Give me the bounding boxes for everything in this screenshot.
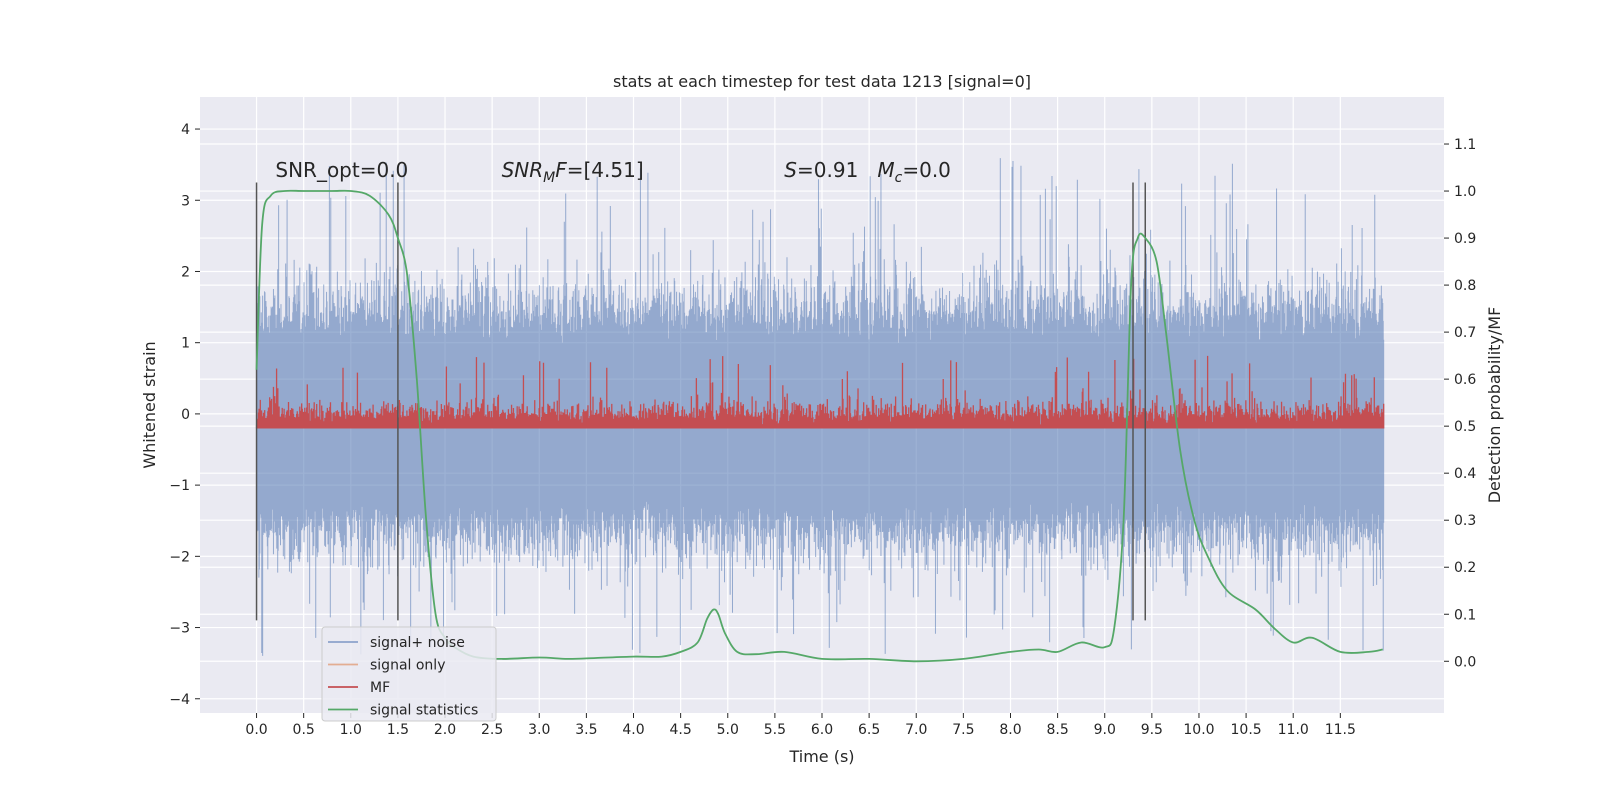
x-tick-label: 1.0 [340,722,362,738]
x-tick-label: 11.5 [1325,722,1356,738]
annotations: SNR_opt=0.0 SNRMF=[4.51] S=0.91 Mc=0.0 [275,158,951,186]
annotation-part: M [543,170,555,186]
y2-tick-label: 0.5 [1454,419,1476,435]
x-tick-label: 5.0 [717,722,739,738]
y-axis-ticks: −4 −3 −2 −1 0 1 2 3 4 [169,122,200,708]
annotation-part: =0.91 [797,158,877,182]
x-tick-label: 10.0 [1183,722,1214,738]
annotation-text: S=0.91 Mc=0.0 [784,158,951,186]
x-tick-label: 5.5 [764,722,786,738]
legend-label: signal statistics [370,703,478,719]
annotation-text: SNR_opt=0.0 [275,158,408,182]
y2-tick-label: 0.8 [1454,278,1476,294]
x-tick-label: 4.5 [670,722,692,738]
x-axis-ticks: 0.0 0.5 1.0 1.5 2.0 2.5 3.0 3.5 4.0 4.5 5.0 5.5 6.0 6… [245,713,1356,738]
y-tick-label: −4 [169,692,190,708]
series-signal-statistics [255,189,1383,663]
annotation-part: M [877,158,894,182]
y2-tick-label: 0.0 [1454,654,1476,670]
y2-tick-label: 0.3 [1454,513,1476,529]
y-tick-label: 1 [181,336,190,352]
x-tick-label: 2.5 [481,722,503,738]
x-tick-label: 3.0 [528,722,550,738]
x-tick-label: 6.0 [811,722,833,738]
annotation-part: =[4.51] [567,158,644,182]
y2-tick-label: 0.2 [1454,560,1476,576]
y-tick-label: 2 [181,264,190,280]
x-tick-label: 10.5 [1231,722,1262,738]
x-tick-label: 4.0 [622,722,644,738]
y-axis-label: Whitened strain [140,341,159,468]
y-tick-label: 4 [181,122,190,138]
y2-tick-label: 0.6 [1454,372,1476,388]
y2-tick-label: 0.7 [1454,325,1476,341]
legend-label: MF [370,680,390,696]
annotation-part: S [784,158,797,182]
x-tick-label: 0.5 [293,722,315,738]
annotation-part: F [555,158,567,182]
x-tick-label: 7.0 [905,722,927,738]
x-tick-label: 9.5 [1141,722,1163,738]
legend-label: signal only [370,658,445,674]
x-tick-label: 1.5 [387,722,409,738]
legend-items: signal+ noise signal only MF signal statist… [328,635,478,719]
y2-tick-label: 0.9 [1454,231,1476,247]
signal-statistics-line [255,189,1383,663]
y-tick-label: −3 [169,621,190,637]
x-tick-label: 6.5 [858,722,880,738]
x-tick-label: 3.5 [575,722,597,738]
legend-box [321,626,497,722]
x-tick-label: 11.0 [1278,722,1309,738]
x-tick-label: 8.5 [1046,722,1068,738]
y2-tick-label: 0.1 [1454,607,1476,623]
x-tick-label: 2.0 [434,722,456,738]
y2-tick-label: 1.1 [1454,137,1476,153]
legend: signal+ noise signal only MF signal statist… [321,626,497,722]
chart-title: stats at each timestep for test data 121… [613,72,1031,91]
legend-label: signal+ noise [370,635,465,651]
y2-axis-ticks: 0.0 0.1 0.2 0.3 0.4 0.5 0.6 0.7 0.8 0.9 1.0 1.1 [1444,137,1476,670]
x-tick-label: 8.0 [999,722,1021,738]
annotation-part: =0.0 [902,158,951,182]
x-tick-label: 0.0 [245,722,267,738]
y-tick-label: −1 [169,478,190,494]
y-tick-label: 3 [181,193,190,209]
y2-axis-label: Detection probability/MF [1485,307,1504,504]
x-tick-label: 9.0 [1094,722,1116,738]
y-tick-label: −2 [169,549,190,565]
x-tick-label: 7.5 [952,722,974,738]
x-axis-label: Time (s) [788,747,854,766]
y2-tick-label: 1.0 [1454,184,1476,200]
annotation-part: SNR [502,158,544,182]
y-tick-label: 0 [181,407,190,423]
annotation-text: SNRMF=[4.51] [502,158,644,186]
annotation-part: c [895,170,903,186]
y2-tick-label: 0.4 [1454,466,1476,482]
